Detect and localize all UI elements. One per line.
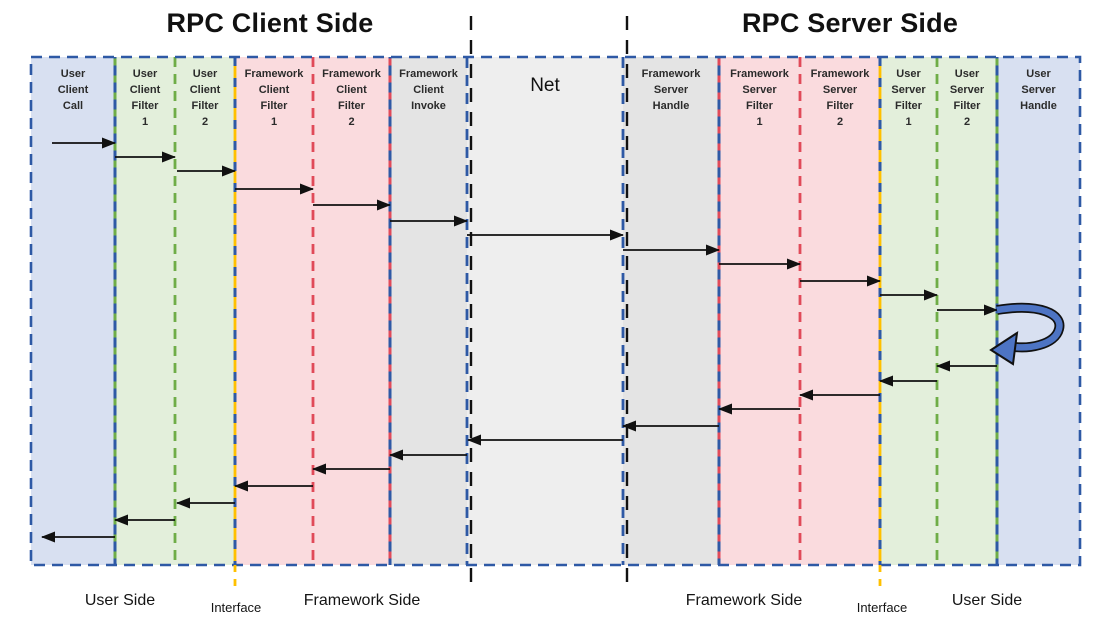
lane-framework-server-filter-1: Framework Server Filter 1 (719, 57, 800, 565)
lane-user-client-filter-2: User Client Filter 2 (175, 57, 235, 565)
lane-user-server-filter-2: User Server Filter 2 (937, 57, 997, 565)
lane-label-framework-server-filter-1: Framework Server Filter 1 (730, 68, 789, 128)
lane-label-net: Net (530, 75, 560, 96)
side-label-interface: Interface (856, 600, 908, 615)
lane-framework-client-filter-2: Framework Client Filter 2 (313, 57, 390, 565)
client-side-title: RPC Client Side (166, 8, 374, 38)
lane-user-server-filter-1: User Server Filter 1 (880, 57, 937, 565)
lane-label-user-client-call: User Client Call (57, 68, 89, 112)
server-side-title: RPC Server Side (741, 8, 959, 38)
lane-user-server-handle: User Server Handle (997, 57, 1080, 565)
lane-framework-server-handle: Framework Server Handle (623, 57, 719, 565)
lane-framework-server-filter-2: Framework Server Filter 2 (800, 57, 880, 565)
lane-label-user-client-filter-2: User Client Filter 2 (189, 68, 221, 128)
lane-label-user-server-filter-2: User Server Filter 2 (949, 68, 985, 128)
lane-label-user-server-filter-1: User Server Filter 1 (891, 68, 926, 128)
lane-label-framework-server-handle: Framework Server Handle (641, 68, 701, 112)
side-label-interface: Interface (210, 600, 262, 615)
lane-user-client-filter-1: User Client Filter 1 (115, 57, 175, 565)
lane-user-client-call: User Client Call (31, 57, 115, 565)
lane-framework-client-filter-1: Framework Client Filter 1 (235, 57, 313, 565)
side-label-user-side: User Side (951, 592, 1023, 609)
lane-label-framework-client-invoke: Framework Client Invoke (399, 68, 458, 112)
lane-framework-client-invoke: Framework Client Invoke (390, 57, 467, 565)
lane-label-framework-server-filter-2: Framework Server Filter 2 (810, 68, 870, 128)
lane-net: Net (467, 57, 623, 565)
lane-label-framework-client-filter-2: Framework Client Filter 2 (322, 68, 381, 128)
side-label-framework-side: Framework Side (303, 592, 421, 609)
lane-label-framework-client-filter-1: Framework Client Filter 1 (244, 68, 304, 128)
lane-label-user-server-handle: User Server Handle (1020, 68, 1057, 112)
side-label-user-side: User Side (84, 592, 156, 609)
side-label-framework-side: Framework Side (685, 592, 803, 609)
lane-label-user-client-filter-1: User Client Filter 1 (129, 68, 161, 128)
